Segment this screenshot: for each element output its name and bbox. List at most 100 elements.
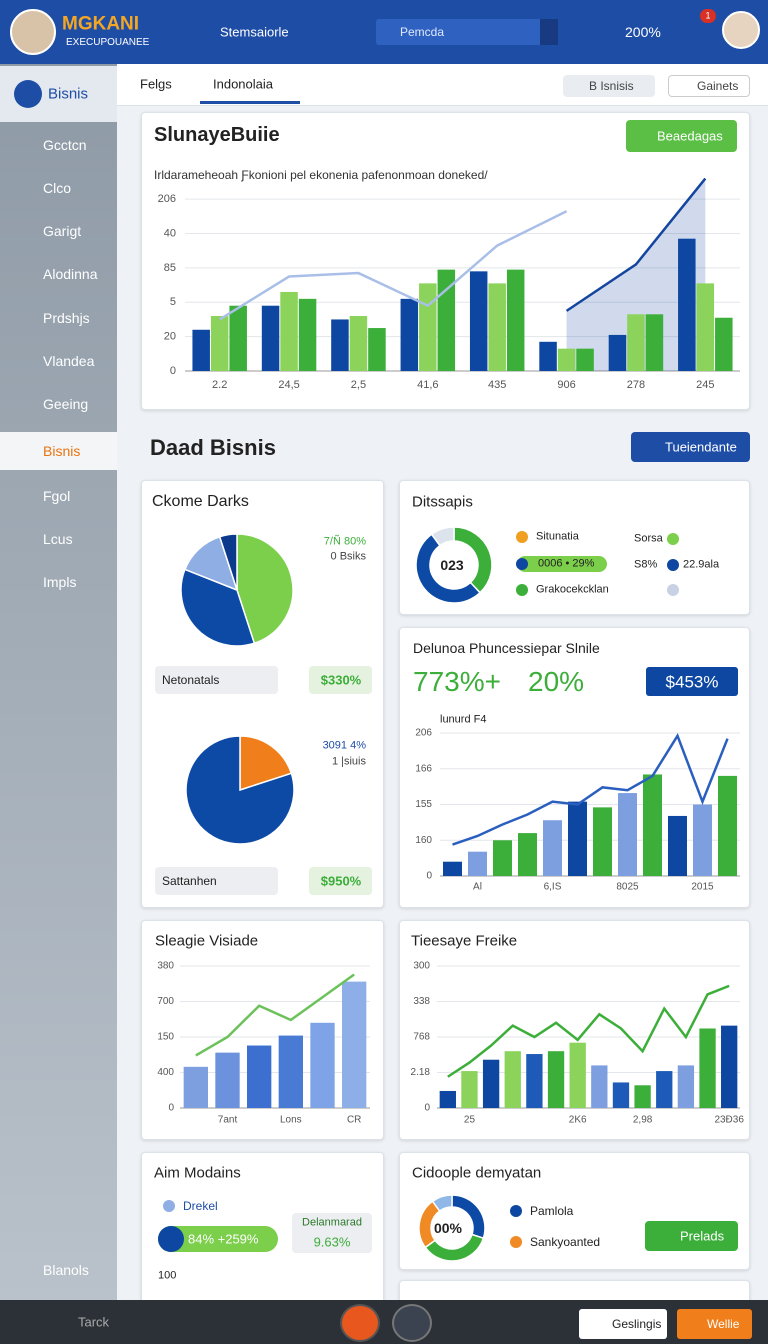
y-tick-label: 85	[164, 262, 176, 274]
bar	[568, 801, 587, 876]
card-title: Tieesaye Freike	[411, 932, 518, 950]
badge	[309, 867, 372, 895]
x-tick-label: 7ant	[218, 1115, 238, 1126]
legend: Pamlola	[530, 1204, 574, 1218]
card-title: Delunoa Phuncessiepar Slnile	[413, 640, 600, 656]
button-label[interactable]: Tueiendante	[665, 439, 737, 455]
line	[447, 984, 730, 1078]
bar	[696, 283, 715, 371]
legend-dot	[516, 531, 528, 543]
badge: 1	[705, 10, 711, 21]
card-title: Cidoople demyatan	[412, 1164, 542, 1182]
badge	[309, 666, 372, 694]
button-label[interactable]: Geslingis	[612, 1317, 662, 1331]
slice	[431, 1194, 453, 1213]
y-tick-label: 338	[413, 996, 430, 1007]
legend-dot	[510, 1236, 522, 1248]
donut-center: 00%	[433, 1220, 463, 1236]
bar	[210, 316, 229, 371]
y-tick-label: 0	[168, 1103, 174, 1114]
sidebar-item[interactable]: Vlandea	[43, 353, 95, 369]
bar	[488, 283, 506, 371]
legend: S8%	[634, 558, 658, 571]
chart-subtitle: lunurd F4	[440, 713, 487, 726]
bar	[634, 1085, 651, 1108]
sidebar-item[interactable]: Geeing	[43, 396, 89, 412]
sidebar-item[interactable]: Clco	[43, 180, 72, 196]
bottom-label: Tarck	[78, 1314, 110, 1330]
bar	[215, 1052, 240, 1108]
bar	[400, 298, 419, 371]
x-tick-label: 278	[627, 379, 645, 391]
legend-dot	[667, 533, 679, 545]
x-tick-label: 2,98	[633, 1115, 653, 1126]
nav[interactable]: Stemsaiorle	[220, 24, 289, 40]
search[interactable]: Pemcda	[400, 25, 445, 39]
legend: Sorsa	[634, 532, 663, 545]
bar	[280, 291, 298, 371]
row-value: $950%	[320, 873, 362, 889]
slice	[415, 533, 482, 604]
line	[565, 177, 707, 312]
button-label[interactable]: Beaedagas	[657, 128, 723, 144]
button[interactable]	[626, 120, 737, 152]
sidebar-item[interactable]: Bisnis	[43, 443, 81, 459]
sidebar-item[interactable]: Gcctcn	[43, 137, 87, 153]
search-end	[540, 19, 558, 45]
button-label[interactable]: Wellie	[707, 1317, 740, 1331]
y-tick-label: 0	[170, 365, 176, 377]
sidebar-top-icon	[14, 80, 42, 108]
badge	[700, 9, 716, 23]
user-avatar[interactable]	[722, 11, 760, 49]
slice	[180, 568, 256, 647]
search-box[interactable]	[376, 19, 558, 45]
sidebar-item[interactable]: Lcus	[43, 531, 73, 547]
sidebar-item[interactable]: Fgol	[43, 488, 71, 504]
bar	[469, 271, 488, 371]
donut-center: 023	[440, 557, 464, 573]
button[interactable]	[677, 1309, 752, 1339]
sidebar-active[interactable]	[0, 432, 117, 470]
progress-knob	[158, 1226, 184, 1252]
tab-button[interactable]: B Isnisis	[589, 79, 634, 93]
x-tick-label: CR	[347, 1115, 361, 1126]
bar	[349, 316, 368, 371]
sidebar-item[interactable]: Garigt	[43, 223, 82, 239]
bar	[526, 1054, 543, 1108]
tab-button[interactable]: Gainets	[697, 79, 739, 93]
tabs-bar	[117, 64, 768, 106]
legend: 0006 • 29%	[538, 557, 595, 570]
bar	[493, 840, 512, 876]
avatar[interactable]	[10, 9, 56, 55]
button[interactable]	[579, 1309, 667, 1339]
button[interactable]	[645, 1221, 738, 1251]
tab[interactable]: Indonolaia	[213, 76, 273, 92]
y-tick-label: 380	[157, 961, 174, 972]
row	[155, 867, 278, 895]
tab-button[interactable]	[563, 75, 655, 97]
chart-title: SlunayeBuiie	[154, 124, 280, 146]
pie-label: 3091 4%	[322, 739, 366, 752]
bar	[699, 1028, 716, 1108]
bar	[482, 1059, 500, 1108]
bar	[643, 774, 662, 876]
x-tick-label: 6,IS	[544, 882, 562, 893]
x-tick-label: Lons	[280, 1115, 302, 1126]
button[interactable]	[631, 432, 750, 462]
sidebar-item[interactable]: Prdshjs	[43, 310, 90, 326]
pie-label: 7/Ñ 80%	[323, 535, 366, 548]
tab-button[interactable]	[668, 75, 750, 97]
sidebar-bottom[interactable]: Blanols	[43, 1262, 89, 1278]
slice	[185, 735, 295, 845]
tab[interactable]: Felgs	[140, 76, 172, 92]
zoom: 200%	[625, 24, 661, 40]
sidebar-item[interactable]: Impls	[43, 574, 77, 590]
sidebar-item[interactable]: Alodinna	[43, 266, 98, 282]
bar	[593, 807, 612, 876]
button-label[interactable]: Prelads	[680, 1228, 725, 1244]
bottom-button[interactable]	[340, 1304, 380, 1342]
y-tick-label: 5	[170, 296, 176, 308]
bottom-button[interactable]	[392, 1304, 432, 1342]
sidebar-top[interactable]: Bisnis	[48, 85, 89, 103]
